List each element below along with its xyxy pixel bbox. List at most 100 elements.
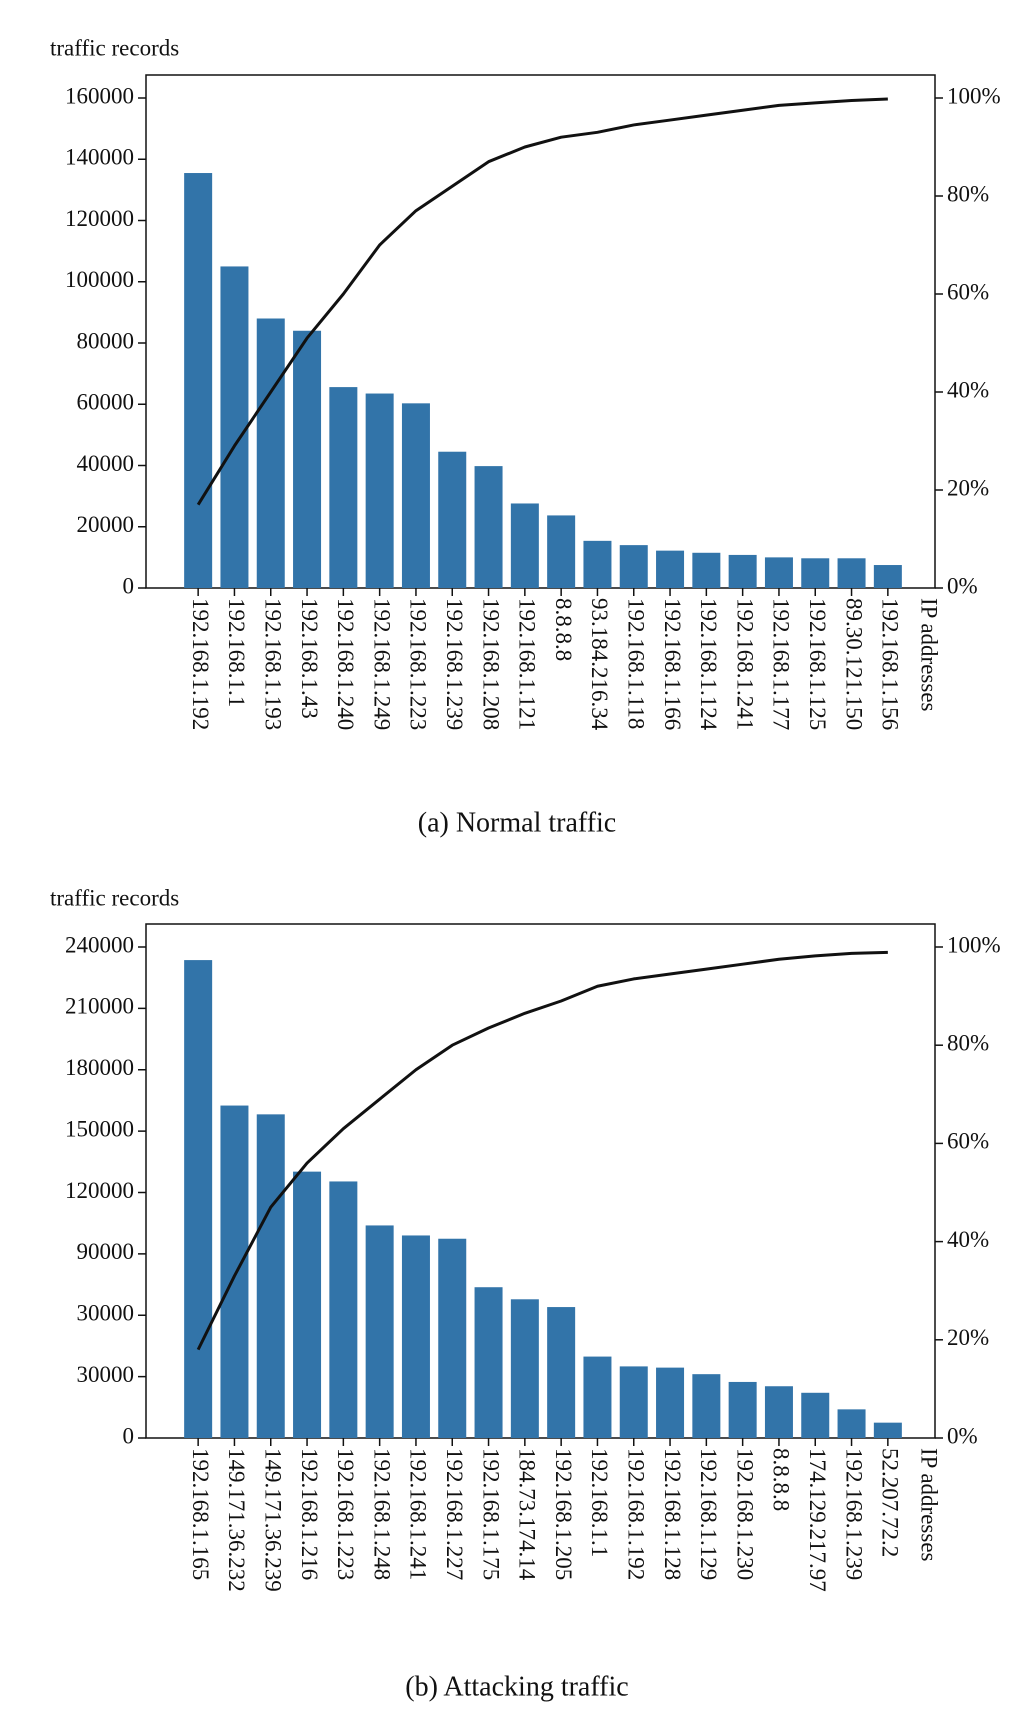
bar bbox=[474, 1287, 503, 1438]
bar bbox=[764, 1386, 793, 1438]
x-tick-label: 192.168.1.239 bbox=[442, 598, 467, 730]
y-tick-label: 100000 bbox=[65, 267, 134, 292]
x-tick-label: 192.168.1.227 bbox=[442, 1448, 467, 1580]
bar bbox=[583, 540, 612, 588]
bar bbox=[801, 558, 830, 588]
y2-tick-label: 100% bbox=[947, 932, 1001, 957]
bar bbox=[256, 318, 285, 588]
y2-tick-label: 0% bbox=[947, 1423, 978, 1448]
y-tick-label: 160000 bbox=[65, 83, 134, 108]
bar bbox=[474, 466, 503, 588]
x-tick-label: 52.207.72.2 bbox=[878, 1448, 903, 1557]
bar bbox=[438, 1238, 467, 1438]
bar bbox=[728, 1381, 757, 1438]
y-tick-label: 180000 bbox=[65, 1055, 134, 1080]
cumulative-line bbox=[196, 97, 888, 506]
y-tick-label: 120000 bbox=[65, 1178, 134, 1203]
bar bbox=[184, 173, 213, 588]
x-tick-label: 192.168.1.205 bbox=[551, 1448, 576, 1580]
y-tick-label: 210000 bbox=[65, 994, 134, 1019]
x-tick-label: 192.168.1.223 bbox=[333, 1448, 358, 1580]
y-axis-label: traffic records bbox=[50, 885, 179, 910]
bar bbox=[619, 1366, 648, 1438]
y-tick-label: 60000 bbox=[77, 390, 135, 415]
plot-frame bbox=[145, 74, 936, 589]
y2-tick-label: 80% bbox=[947, 181, 989, 206]
y-tick-label: 20000 bbox=[77, 512, 135, 537]
x-tick-label: 192.168.1.124 bbox=[696, 598, 721, 731]
bar bbox=[184, 960, 213, 1438]
bar bbox=[293, 330, 322, 588]
x-tick-label: 192.168.1.240 bbox=[333, 598, 358, 730]
bar bbox=[656, 1367, 685, 1438]
y-tick-label: 0 bbox=[123, 1423, 135, 1448]
bar bbox=[329, 387, 358, 588]
bar bbox=[365, 1225, 394, 1438]
bar bbox=[293, 1171, 322, 1438]
y2-tick-label: 40% bbox=[947, 1227, 989, 1252]
bar bbox=[256, 1114, 285, 1438]
x-tick-label: 192.168.1.118 bbox=[623, 598, 648, 729]
x-tick-label: 149.171.36.232 bbox=[224, 1448, 249, 1592]
bar bbox=[873, 1422, 902, 1438]
bar bbox=[837, 558, 866, 588]
x-tick-label: 192.168.1.125 bbox=[805, 598, 830, 730]
x-tick-label: 192.168.1.248 bbox=[369, 1448, 394, 1580]
y2-tick-label: 0% bbox=[947, 573, 978, 598]
bar bbox=[401, 1235, 430, 1438]
x-tick-label: 192.168.1.165 bbox=[188, 1448, 213, 1580]
x-tick-label: 184.73.174.14 bbox=[515, 1448, 540, 1581]
x-tick-label: 192.168.1.166 bbox=[660, 598, 685, 730]
x-axis-label: IP addresses bbox=[917, 598, 942, 712]
x-tick-label: 149.171.36.239 bbox=[260, 1448, 285, 1592]
x-tick-label: 192.168.1.1 bbox=[224, 598, 249, 707]
x-tick-label: 192.168.1.43 bbox=[297, 598, 322, 719]
bar bbox=[656, 550, 685, 588]
bar bbox=[583, 1356, 612, 1438]
x-tick-label: 8.8.8.8 bbox=[769, 1448, 794, 1511]
bar bbox=[510, 503, 539, 588]
x-tick-label: 192.168.1.241 bbox=[732, 598, 757, 730]
y2-tick-label: 40% bbox=[947, 377, 989, 402]
x-tick-label: 192.168.1.208 bbox=[478, 598, 503, 730]
bar bbox=[547, 1307, 576, 1438]
x-tick-label: 89.30.121.150 bbox=[841, 598, 866, 730]
x-tick-label: 192.168.1.223 bbox=[406, 598, 431, 730]
y-tick-label: 120000 bbox=[65, 206, 134, 231]
y2-tick-label: 80% bbox=[947, 1030, 989, 1055]
x-tick-label: 93.184.216.34 bbox=[587, 598, 612, 731]
caption: (b) Attacking traffic bbox=[405, 1671, 628, 1702]
x-tick-label: 192.168.1.230 bbox=[732, 1448, 757, 1580]
y-tick-label: 30000 bbox=[77, 1301, 135, 1326]
x-tick-label: 192.168.1.193 bbox=[260, 598, 285, 730]
y2-tick-label: 60% bbox=[947, 279, 989, 304]
y2-tick-label: 20% bbox=[947, 475, 989, 500]
bar bbox=[619, 545, 648, 588]
x-axis-label: IP addresses bbox=[917, 1448, 942, 1562]
y-tick-label: 0 bbox=[123, 573, 135, 598]
x-tick-label: 192.168.1.128 bbox=[660, 1448, 685, 1580]
bar bbox=[438, 451, 467, 588]
bar bbox=[728, 554, 757, 588]
x-tick-label: 192.168.1.1 bbox=[587, 1448, 612, 1557]
bar bbox=[873, 565, 902, 588]
caption: (a) Normal traffic bbox=[418, 807, 617, 838]
plot-frame bbox=[145, 923, 936, 1439]
x-tick-label: 192.168.1.156 bbox=[878, 598, 903, 730]
y2-tick-label: 60% bbox=[947, 1129, 989, 1154]
bar bbox=[692, 1374, 721, 1438]
y-tick-label: 140000 bbox=[65, 145, 134, 170]
x-tick-label: 8.8.8.8 bbox=[551, 598, 576, 661]
bar bbox=[401, 403, 430, 588]
x-tick-label: 192.168.1.192 bbox=[623, 1448, 648, 1580]
bar bbox=[547, 515, 576, 588]
y-tick-label: 240000 bbox=[65, 932, 134, 957]
y-tick-label: 150000 bbox=[65, 1116, 134, 1141]
y-tick-label: 30000 bbox=[77, 1362, 135, 1387]
x-tick-label: 192.168.1.175 bbox=[478, 1448, 503, 1580]
cumulative-line bbox=[196, 950, 888, 1351]
x-tick-label: 192.168.1.239 bbox=[841, 1448, 866, 1580]
x-tick-label: 192.168.1.192 bbox=[188, 598, 213, 730]
y-axis-label: traffic records bbox=[50, 35, 179, 60]
